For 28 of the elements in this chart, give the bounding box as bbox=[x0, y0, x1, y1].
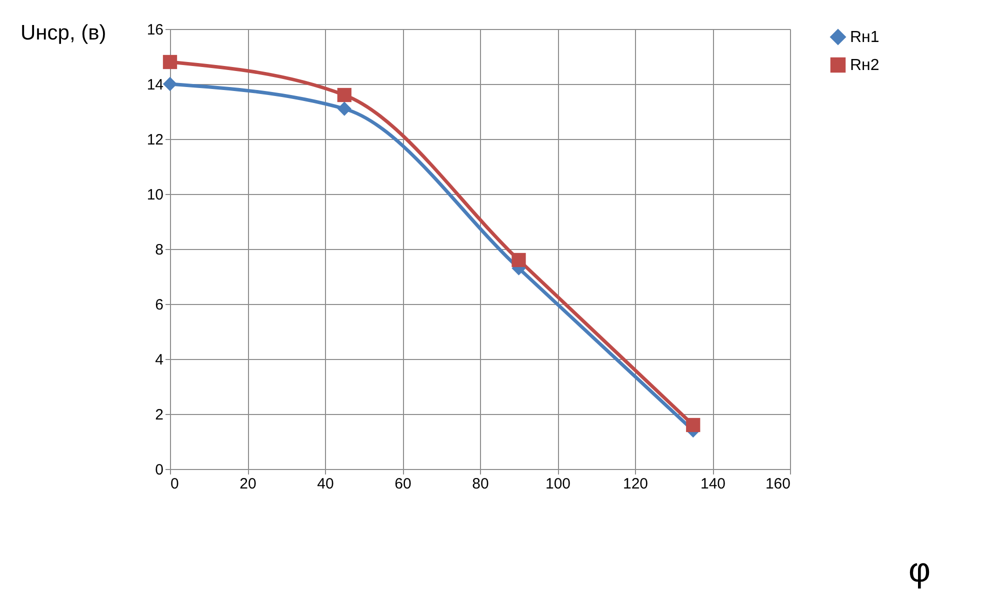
y-tick-label: 10 bbox=[146, 186, 164, 204]
legend-label: Rн2 bbox=[850, 57, 880, 74]
y-axis-title: Uнср, (в) bbox=[20, 22, 106, 44]
point bbox=[337, 88, 352, 102]
x-tick-label: 40 bbox=[317, 476, 334, 492]
y-tick-label: 8 bbox=[155, 242, 164, 258]
x-tick-label: 0 bbox=[170, 476, 179, 492]
y-tick-label: 4 bbox=[155, 352, 164, 368]
point bbox=[162, 54, 178, 70]
point bbox=[686, 418, 700, 432]
x-tick-label: 80 bbox=[472, 476, 489, 492]
y-tick-label: 6 bbox=[155, 296, 164, 314]
x-tick-label: 140 bbox=[700, 476, 726, 492]
x-axis-title: φ bbox=[908, 552, 930, 590]
y-tick-label: 0 bbox=[155, 462, 164, 478]
x-tick-label: 100 bbox=[545, 476, 571, 492]
y-tick-label: 2 bbox=[155, 406, 164, 424]
x-tick-label: 160 bbox=[765, 476, 790, 492]
point bbox=[162, 76, 178, 92]
x-tick-label: 20 bbox=[240, 476, 256, 492]
x-tick-label: 60 bbox=[394, 476, 412, 492]
y-tick-label: 16 bbox=[146, 22, 164, 38]
y-tick-label: 12 bbox=[146, 132, 164, 148]
y-tick-label: 14 bbox=[146, 76, 164, 94]
point bbox=[337, 102, 352, 116]
point bbox=[512, 252, 526, 268]
x-tick-label: 120 bbox=[622, 476, 648, 492]
legend-label: Rн1 bbox=[850, 29, 880, 46]
